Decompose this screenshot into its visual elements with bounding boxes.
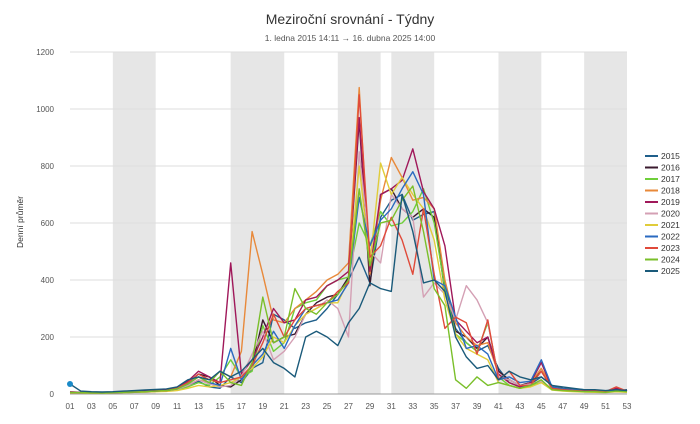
x-tick-47: 47 bbox=[558, 402, 567, 411]
legend-item-2017[interactable]: 2017 bbox=[645, 174, 680, 184]
legend-item-2018[interactable]: 2018 bbox=[645, 186, 680, 196]
x-tick-49: 49 bbox=[580, 402, 589, 411]
x-tick-23: 23 bbox=[301, 402, 310, 411]
x-tick-31: 31 bbox=[387, 402, 396, 411]
x-tick-05: 05 bbox=[108, 402, 117, 411]
legend-label-2015: 2015 bbox=[661, 151, 680, 161]
x-tick-33: 33 bbox=[408, 402, 417, 411]
legend-label-2017: 2017 bbox=[661, 174, 680, 184]
x-tick-09: 09 bbox=[151, 402, 160, 411]
y-tick-labels: 0 200 400 600 800 1000 1200 bbox=[36, 48, 54, 399]
y-tick-0: 0 bbox=[50, 390, 55, 399]
legend-item-2023[interactable]: 2023 bbox=[645, 243, 680, 253]
legend-label-2020: 2020 bbox=[661, 209, 680, 219]
x-tick-15: 15 bbox=[216, 402, 225, 411]
y-tick-200: 200 bbox=[41, 333, 55, 342]
legend-item-2015[interactable]: 2015 bbox=[645, 151, 680, 161]
legend-label-2023: 2023 bbox=[661, 243, 680, 253]
legend-item-2022[interactable]: 2022 bbox=[645, 232, 680, 242]
legend-label-2024: 2024 bbox=[661, 255, 680, 265]
legend-item-2020[interactable]: 2020 bbox=[645, 209, 680, 219]
x-tick-43: 43 bbox=[515, 402, 524, 411]
x-tick-13: 13 bbox=[194, 402, 203, 411]
y-tick-600: 600 bbox=[41, 219, 55, 228]
legend-label-2025: 2025 bbox=[661, 266, 680, 276]
x-tick-17: 17 bbox=[237, 402, 246, 411]
y-tick-1200: 1200 bbox=[36, 48, 54, 57]
legend-item-2021[interactable]: 2021 bbox=[645, 220, 680, 230]
legend-item-2019[interactable]: 2019 bbox=[645, 197, 680, 207]
chart-subtitle: 1. ledna 2015 14:11 → 16. dubna 2025 14:… bbox=[264, 33, 436, 43]
legend-label-2018: 2018 bbox=[661, 186, 680, 196]
legend-label-2021: 2021 bbox=[661, 220, 680, 230]
x-tick-39: 39 bbox=[473, 402, 482, 411]
x-tick-19: 19 bbox=[258, 402, 267, 411]
x-tick-25: 25 bbox=[323, 402, 332, 411]
x-tick-21: 21 bbox=[280, 402, 289, 411]
legend-label-2016: 2016 bbox=[661, 163, 680, 173]
x-tick-27: 27 bbox=[344, 402, 353, 411]
x-tick-07: 07 bbox=[130, 402, 139, 411]
series-line-2024 bbox=[70, 185, 628, 394]
x-tick-35: 35 bbox=[430, 402, 439, 411]
y-tick-800: 800 bbox=[41, 162, 55, 171]
series-line-2025 bbox=[69, 193, 628, 393]
x-tick-53: 53 bbox=[623, 402, 632, 411]
series-lines bbox=[67, 86, 628, 394]
x-tick-01: 01 bbox=[66, 402, 75, 411]
x-tick-03: 03 bbox=[87, 402, 96, 411]
x-tick-45: 45 bbox=[537, 402, 546, 411]
legend-item-2025[interactable]: 2025 bbox=[645, 266, 680, 276]
x-tick-29: 29 bbox=[365, 402, 374, 411]
y-tick-400: 400 bbox=[41, 276, 55, 285]
x-tick-11: 11 bbox=[173, 402, 182, 411]
x-tick-labels: 01 03 05 07 09 11 13 15 17 19 21 23 25 27 29 31 33 35 37 39… bbox=[66, 402, 632, 411]
x-tick-51: 51 bbox=[601, 402, 610, 411]
legend-label-2022: 2022 bbox=[661, 232, 680, 242]
y-axis-label: Denní průměr bbox=[15, 196, 25, 248]
chart-title: Meziroční srovnání - Týdny bbox=[265, 11, 435, 27]
current-point-marker bbox=[67, 381, 73, 388]
legend-item-2016[interactable]: 2016 bbox=[645, 163, 680, 173]
x-tick-41: 41 bbox=[494, 402, 503, 411]
x-tick-37: 37 bbox=[451, 402, 460, 411]
y-tick-1000: 1000 bbox=[36, 105, 54, 114]
legend-item-2024[interactable]: 2024 bbox=[645, 255, 680, 265]
legend-label-2019: 2019 bbox=[661, 197, 680, 207]
